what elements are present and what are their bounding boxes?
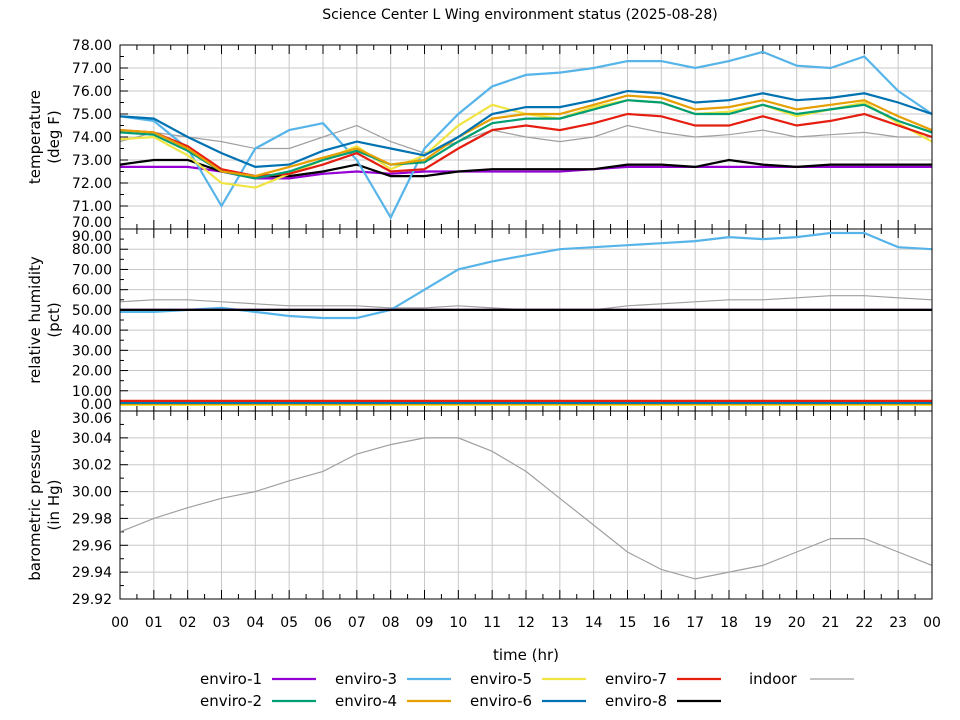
y-tick-label: 76.00: [72, 84, 112, 100]
y-tick-label: 10.00: [72, 384, 112, 400]
legend-label: enviro-5: [470, 670, 532, 688]
series-line-enviro-2: [119, 99, 933, 180]
y-tick-label: 73.00: [72, 153, 112, 169]
chart-title: Science Center L Wing environment status…: [322, 7, 718, 23]
x-tick-label: 22: [855, 615, 873, 631]
y-tick-label: 30.06: [72, 411, 112, 427]
x-tick-label: 07: [348, 615, 366, 631]
y-tick-label: 70.00: [72, 262, 112, 278]
x-tick-label: 16: [652, 615, 670, 631]
x-tick-label: 05: [280, 615, 298, 631]
legend-label: enviro-4: [335, 692, 397, 710]
y-tick-label: 71.00: [72, 199, 112, 215]
legend-label: enviro-3: [335, 670, 397, 688]
y-tick-label: 29.98: [72, 511, 112, 527]
y-tick-label: 72.00: [72, 176, 112, 192]
legend-label: enviro-7: [605, 670, 667, 688]
x-tick-label: 14: [585, 615, 603, 631]
y-tick-label: 78.00: [72, 38, 112, 54]
x-tick-label: 20: [788, 615, 806, 631]
legend-label: enviro-1: [200, 670, 262, 688]
y-tick-label: 20.00: [72, 364, 112, 380]
x-tick-label: 10: [449, 615, 467, 631]
x-tick-label: 01: [145, 615, 163, 631]
y-axis-label: barometric pressure(in Hg): [26, 429, 63, 581]
y-tick-label: 74.00: [72, 130, 112, 146]
x-tick-label: 13: [551, 615, 569, 631]
y-tick-label: 75.00: [72, 107, 112, 123]
legend: enviro-1 enviro-2 enviro-3 enviro-4 enviro-5…: [200, 670, 854, 710]
x-tick-label: 18: [720, 615, 738, 631]
series-line-enviro-6: [119, 89, 933, 169]
x-tick-label: 02: [179, 615, 197, 631]
y-tick-label: 40.00: [72, 323, 112, 339]
x-tick-label: 00: [111, 615, 129, 631]
series-line-enviro-3: [119, 50, 933, 220]
x-tick-label: 11: [483, 615, 501, 631]
x-tick-label: 04: [246, 615, 264, 631]
y-tick-label: 29.92: [72, 592, 112, 608]
legend-label: indoor: [749, 670, 798, 688]
series-line-enviro-3: [120, 231, 933, 320]
y-axis-label: temperature(deg F): [26, 90, 63, 184]
y-tick-label: 0.00: [81, 397, 112, 413]
y-tick-label: 29.96: [72, 538, 112, 554]
x-tick-label: 08: [382, 615, 400, 631]
series-line-indoor: [119, 437, 933, 580]
plot-frame: [119, 410, 933, 600]
series-line-enviro-4: [119, 94, 933, 178]
y-axis-label: relative humidity(pct): [26, 256, 63, 384]
y-tick-label: 90.00: [72, 229, 112, 245]
x-tick-label: 00: [923, 615, 941, 631]
x-tick-label: 19: [754, 615, 772, 631]
y-tick-label: 30.00: [72, 485, 112, 501]
x-tick-label: 06: [314, 615, 332, 631]
x-tick-label: 03: [213, 615, 231, 631]
y-tick-label: 77.00: [72, 61, 112, 77]
y-tick-label: 30.00: [72, 343, 112, 359]
x-tick-label: 15: [619, 615, 637, 631]
x-tick-label: 23: [889, 615, 907, 631]
legend-label: enviro-2: [200, 692, 262, 710]
x-tick-label: 21: [822, 615, 840, 631]
y-tick-label: 29.94: [72, 565, 112, 581]
legend-label: enviro-8: [605, 692, 667, 710]
y-tick-label: 50.00: [72, 303, 112, 319]
y-tick-label: 60.00: [72, 283, 112, 299]
x-tick-label: 09: [416, 615, 434, 631]
x-tick-label: 12: [517, 615, 535, 631]
x-axis-label: time (hr): [493, 646, 559, 664]
y-tick-label: 70.00: [72, 215, 112, 231]
y-tick-label: 30.02: [72, 458, 112, 474]
legend-label: enviro-6: [470, 692, 532, 710]
y-tick-label: 80.00: [72, 242, 112, 258]
x-tick-label: 17: [686, 615, 704, 631]
y-tick-label: 30.04: [72, 431, 112, 447]
